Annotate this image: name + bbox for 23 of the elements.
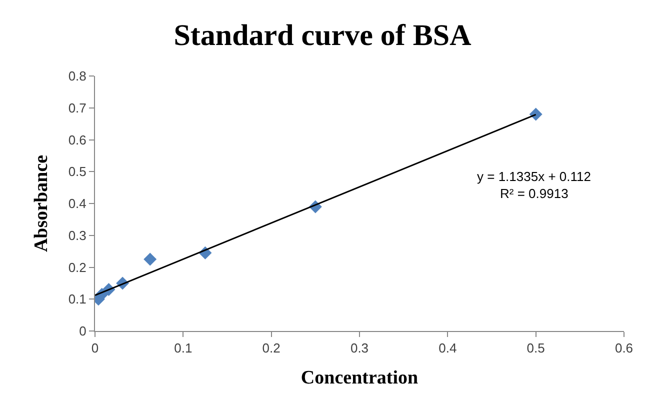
annotation: R² = 0.9913 xyxy=(500,186,568,201)
y-tick-label: 0.7 xyxy=(68,100,86,116)
x-tick-label: 0.4 xyxy=(438,340,457,356)
x-tick-label: 0.1 xyxy=(174,340,192,356)
y-tick-label: 0.4 xyxy=(68,196,86,212)
x-tick-label: 0.2 xyxy=(262,340,280,356)
x-tick-label: 0.3 xyxy=(350,340,369,356)
y-tick-label: 0.2 xyxy=(68,260,86,275)
y-tick-label: 0 xyxy=(79,324,86,339)
x-tick-label: 0 xyxy=(91,340,99,356)
y-tick-label: 0.1 xyxy=(68,292,86,307)
x-axis-title: Concentration xyxy=(300,367,419,388)
point xyxy=(529,108,542,121)
y-tick-label: 0.5 xyxy=(68,164,86,180)
point xyxy=(144,252,157,266)
x-tick-label: 0.6 xyxy=(614,340,634,356)
y-axis-title: Absorbance xyxy=(31,154,52,252)
chart-title: Standard curve of BSA xyxy=(174,19,472,52)
annotation: y = 1.1335x + 0.112 xyxy=(477,169,591,184)
y-tick-label: 0.8 xyxy=(68,68,86,84)
y-tick-label: 0.3 xyxy=(68,228,86,243)
y-tick-label: 0.6 xyxy=(68,132,86,148)
x-tick-label: 0.5 xyxy=(526,340,545,356)
